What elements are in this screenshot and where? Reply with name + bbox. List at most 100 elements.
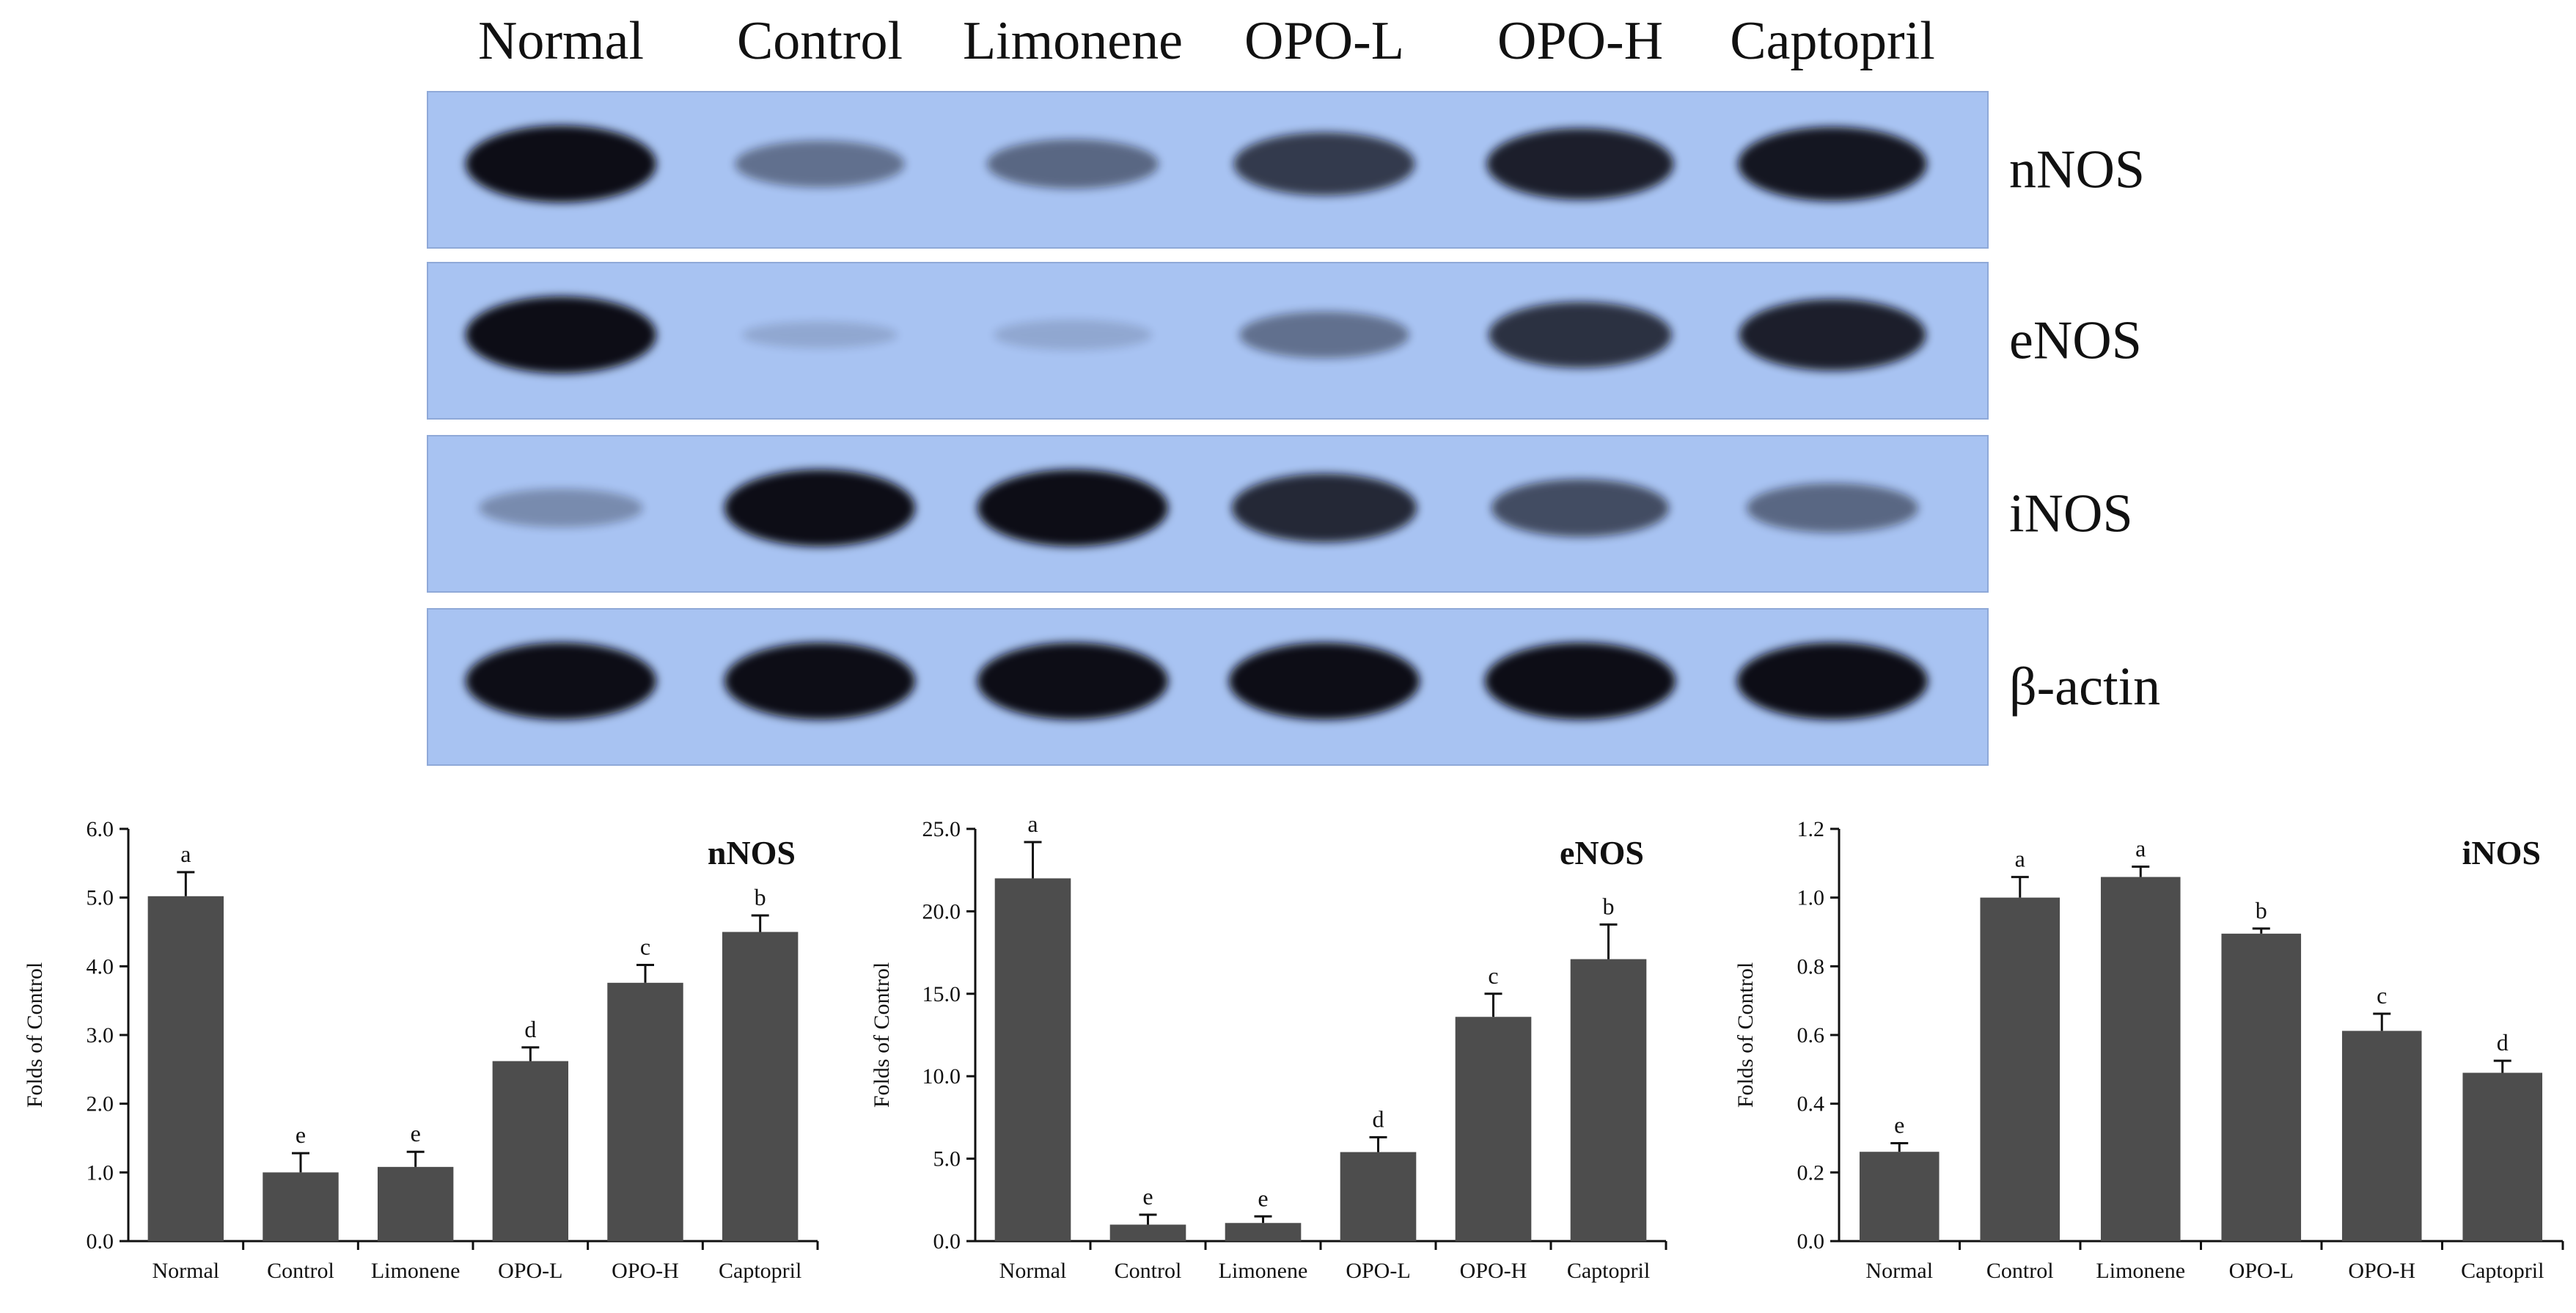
bar-opo-h <box>607 982 683 1241</box>
blot-membrane <box>427 608 1989 766</box>
significance-letter: e <box>411 1120 421 1146</box>
category-label: Captopril <box>2461 1259 2544 1283</box>
significance-letter: e <box>1894 1112 1904 1138</box>
protein-label: iNOS <box>2009 484 2133 544</box>
bar-opo-h <box>1455 1017 1532 1241</box>
blot-band <box>741 321 898 348</box>
bar-captopril <box>2462 1072 2543 1241</box>
significance-letter: c <box>2377 982 2387 1009</box>
blot-band <box>724 643 915 720</box>
y-tick-label: 3.0 <box>87 1023 114 1047</box>
lane-label-limonene: Limonene <box>963 11 1183 71</box>
y-axis-label: Folds of Control <box>870 962 894 1108</box>
y-tick-label: 0.4 <box>1797 1092 1825 1116</box>
blot-band <box>977 643 1168 720</box>
y-tick-label: 5.0 <box>87 886 114 910</box>
chart-title: nNOS <box>708 834 796 871</box>
bar-normal <box>994 878 1071 1241</box>
y-tick-label: 4.0 <box>87 954 114 979</box>
western-blot: Normal Control Limonene OPO-L OPO-H Captopril… <box>427 11 2160 766</box>
blot-band <box>466 643 656 720</box>
lane-label-normal: Normal <box>478 11 644 71</box>
blot-membrane <box>427 262 1989 420</box>
category-label: Normal <box>153 1259 220 1283</box>
blot-band <box>479 489 643 527</box>
category-label: Normal <box>1865 1259 1933 1283</box>
lane-label-opo-h: OPO-H <box>1497 11 1663 71</box>
chart-title: iNOS <box>2462 834 2541 871</box>
significance-letter: a <box>1027 811 1038 837</box>
y-tick-label: 0.0 <box>87 1229 114 1254</box>
bar-control <box>1980 897 2061 1241</box>
blot-band <box>1738 126 1927 202</box>
bar-captopril <box>722 932 799 1241</box>
y-tick-label: 0.8 <box>1797 954 1825 979</box>
category-label: Control <box>267 1259 334 1283</box>
significance-letter: e <box>1142 1183 1153 1210</box>
blot-band <box>466 296 656 373</box>
blot-band <box>1489 301 1672 368</box>
y-tick-label: 0.0 <box>1797 1229 1825 1254</box>
significance-letter: d <box>524 1016 536 1042</box>
blot-band <box>1231 473 1417 543</box>
bar-opo-l <box>1340 1152 1417 1241</box>
lane-label-control: Control <box>737 11 903 71</box>
bar-opo-l <box>2221 933 2302 1241</box>
blot-band <box>724 469 915 546</box>
y-tick-label: 0.0 <box>933 1229 961 1254</box>
significance-letter: b <box>1603 893 1615 919</box>
significance-letter: b <box>2256 897 2267 924</box>
y-tick-label: 20.0 <box>922 899 961 924</box>
lane-label-opo-l: OPO-L <box>1244 11 1404 71</box>
protein-label: β-actin <box>2009 657 2160 717</box>
blot-band <box>1491 479 1669 537</box>
category-label: Captopril <box>719 1259 801 1283</box>
blot-band <box>735 140 905 188</box>
category-label: Limonene <box>371 1259 460 1283</box>
blot-band <box>977 469 1168 546</box>
chart-nnos: 0.0 1.0 2.0 3.0 4.0 5.0 6.0 a Normal e Control e Lim… <box>23 817 819 1283</box>
significance-letter: a <box>2015 846 2025 872</box>
bar-control <box>1109 1224 1186 1241</box>
significance-letter: c <box>640 933 650 959</box>
bar-opo-h <box>2341 1031 2422 1241</box>
category-label: Normal <box>999 1259 1067 1283</box>
blot-membrane <box>427 435 1989 593</box>
category-label: OPO-H <box>612 1259 679 1283</box>
blot-band <box>1239 311 1409 359</box>
bar-normal <box>1859 1152 1940 1241</box>
blot-band <box>1737 643 1928 720</box>
blot-band <box>1486 128 1674 200</box>
y-axis-label: Folds of Control <box>1733 962 1758 1108</box>
bar-limonene <box>1225 1223 1302 1241</box>
y-tick-label: 5.0 <box>933 1147 961 1171</box>
y-tick-label: 0.6 <box>1797 1023 1825 1047</box>
lane-label-captopril: Captopril <box>1730 11 1935 71</box>
bar-charts: 0.0 1.0 2.0 3.0 4.0 5.0 6.0 a Normal e Control e Lim… <box>23 811 2564 1283</box>
category-label: Control <box>1115 1259 1182 1283</box>
category-label: Control <box>1986 1259 2054 1283</box>
significance-letter: e <box>1258 1185 1268 1211</box>
blot-band <box>1229 643 1420 720</box>
bar-limonene <box>2100 877 2181 1241</box>
category-label: OPO-L <box>498 1259 562 1283</box>
bar-control <box>263 1172 339 1241</box>
blot-band <box>1485 643 1676 720</box>
category-label: OPO-L <box>2229 1259 2294 1283</box>
significance-letter: a <box>180 841 191 867</box>
protein-label: eNOS <box>2009 311 2142 371</box>
significance-letter: c <box>1488 962 1498 989</box>
category-label: OPO-L <box>1346 1259 1410 1283</box>
bar-captopril <box>1570 959 1647 1241</box>
y-axis-label: Folds of Control <box>23 962 47 1108</box>
blot-membrane <box>427 91 1989 249</box>
y-tick-label: 2.0 <box>87 1092 114 1116</box>
significance-letter: a <box>2135 835 2146 862</box>
chart-enos: 0.0 5.0 10.0 15.0 20.0 25.0 a Normal e Control e Li… <box>870 811 1667 1283</box>
y-tick-label: 0.2 <box>1797 1160 1825 1185</box>
chart-inos: 0.0 0.2 0.4 0.6 0.8 1.0 1.2 e Normal a Control a Lim… <box>1733 817 2564 1283</box>
bar-opo-l <box>492 1061 569 1241</box>
category-label: OPO-H <box>1460 1259 1527 1283</box>
category-label: Limonene <box>1219 1259 1308 1283</box>
